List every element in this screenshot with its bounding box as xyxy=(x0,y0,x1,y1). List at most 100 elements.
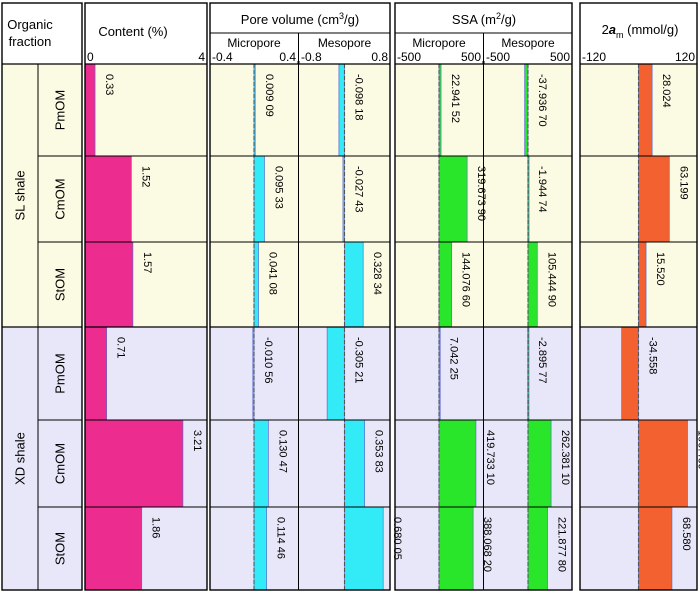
data-label: 22.941 52 xyxy=(449,74,461,123)
data-label: -0.098 18 xyxy=(353,74,365,120)
group-label: SL shale xyxy=(12,170,27,220)
data-label: -0.305 21 xyxy=(353,337,365,383)
fraction-label: PmOM xyxy=(52,353,67,393)
tick-label: -0.8 xyxy=(301,50,322,64)
data-label: 68.580 xyxy=(680,517,692,551)
group-label: XD shale xyxy=(12,432,27,485)
tick-label: 0.8 xyxy=(371,50,388,64)
subplot-label: Micropore xyxy=(227,36,281,50)
tick-label: -500 xyxy=(486,50,510,64)
data-label: 262.381 10 xyxy=(559,430,571,485)
panel-border xyxy=(394,2,573,591)
bar xyxy=(638,419,688,508)
data-label: -2.895 77 xyxy=(536,337,548,383)
bar xyxy=(84,419,184,508)
bar xyxy=(84,63,96,157)
tick-label: 500 xyxy=(550,50,570,64)
bar xyxy=(344,241,364,328)
tick-label: 500 xyxy=(461,50,481,64)
tick-label: -120 xyxy=(582,50,606,64)
data-label: 0.328 34 xyxy=(371,252,383,295)
bar xyxy=(338,63,345,157)
data-label: 0.33 xyxy=(103,74,115,95)
data-label: 0.130 47 xyxy=(276,430,288,473)
bar xyxy=(438,241,453,328)
bar xyxy=(527,241,538,328)
bar xyxy=(638,506,673,591)
data-label: 1.86 xyxy=(150,517,162,538)
tick-label: 120 xyxy=(675,50,695,64)
panel-border xyxy=(1,2,83,591)
data-label: 105.444 90 xyxy=(545,252,557,307)
tick-label: -500 xyxy=(397,50,421,64)
panel-title: 2am (mmol/g) xyxy=(602,22,679,40)
bar xyxy=(438,506,474,591)
bar xyxy=(84,241,134,328)
bar xyxy=(638,155,670,243)
row-header-title: Organic xyxy=(7,17,53,32)
bar xyxy=(438,155,468,243)
bar xyxy=(253,419,269,508)
panel-border xyxy=(209,2,391,591)
bar xyxy=(84,506,143,591)
fraction-label: CmOM xyxy=(52,443,67,484)
tick-label: -0.4 xyxy=(212,50,233,64)
data-label: 144.076 60 xyxy=(460,252,472,307)
panel-border xyxy=(579,2,698,591)
bar xyxy=(253,155,265,243)
bar xyxy=(344,506,384,591)
data-label: 419.733 10 xyxy=(484,430,496,485)
panel-title: Pore volume (cm3/g) xyxy=(241,11,359,27)
data-label: 28.024 xyxy=(660,74,672,108)
xd-background xyxy=(2,327,82,590)
subplot-label: Micropore xyxy=(412,36,466,50)
data-label: 0.041 08 xyxy=(267,252,279,295)
bar xyxy=(253,506,267,591)
data-label: 0.114 46 xyxy=(275,517,287,559)
bar xyxy=(438,419,477,508)
data-label: 63.199 xyxy=(677,166,689,200)
fraction-label: StOM xyxy=(52,268,67,301)
tick-label: 0.4 xyxy=(279,50,296,64)
data-label: 7.042 25 xyxy=(448,337,460,380)
data-label: 100.469 xyxy=(695,430,700,470)
data-label: 1.52 xyxy=(139,166,151,187)
bar xyxy=(344,419,365,508)
data-label: -0.010 56 xyxy=(262,337,274,383)
data-label: -0.027 43 xyxy=(353,166,365,212)
bar xyxy=(527,506,548,591)
bar xyxy=(638,63,653,157)
data-label: 388.068 20 xyxy=(481,517,493,572)
bar xyxy=(326,326,345,421)
tick-label: 4 xyxy=(198,50,205,64)
bar xyxy=(253,241,259,328)
plot-0: 0.33 1.52 1.57 0.71 3.21 1.86 0 4 xyxy=(84,50,208,591)
bar xyxy=(84,155,132,243)
data-label: 319.673 90 xyxy=(475,166,487,221)
bar xyxy=(621,326,639,421)
sl-background xyxy=(2,64,82,327)
tick-label: 0 xyxy=(87,50,94,64)
plot-1: 0.009 09 0.095 33 0.041 08 -0.010 56 0.130 4… xyxy=(209,36,299,591)
subplot-label: Mesopore xyxy=(318,36,372,50)
data-label: 0.095 33 xyxy=(272,166,284,209)
plot-5: 28.024 63.199 15.520 -34.558 100.469 68.580 -1… xyxy=(579,50,700,591)
panel-border xyxy=(84,2,208,591)
data-label: 3.21 xyxy=(191,430,203,451)
data-label: 221.877 80 xyxy=(556,517,568,572)
bar xyxy=(527,419,552,508)
data-label: -34.558 xyxy=(647,337,659,374)
subplot-label: Mesopore xyxy=(501,36,555,50)
bar xyxy=(638,241,647,328)
data-label: 0.353 83 xyxy=(373,430,385,473)
data-label: -1.944 74 xyxy=(536,166,548,212)
bar xyxy=(84,326,108,421)
panel-title: Content (%) xyxy=(98,24,167,39)
data-label: 0.71 xyxy=(115,337,127,358)
fraction-label: PmOM xyxy=(52,90,67,130)
row-header-title: fraction xyxy=(9,34,52,49)
data-label: 1.57 xyxy=(141,252,153,273)
data-label: 0.680 05 xyxy=(391,517,403,560)
data-label: 15.520 xyxy=(654,252,666,286)
